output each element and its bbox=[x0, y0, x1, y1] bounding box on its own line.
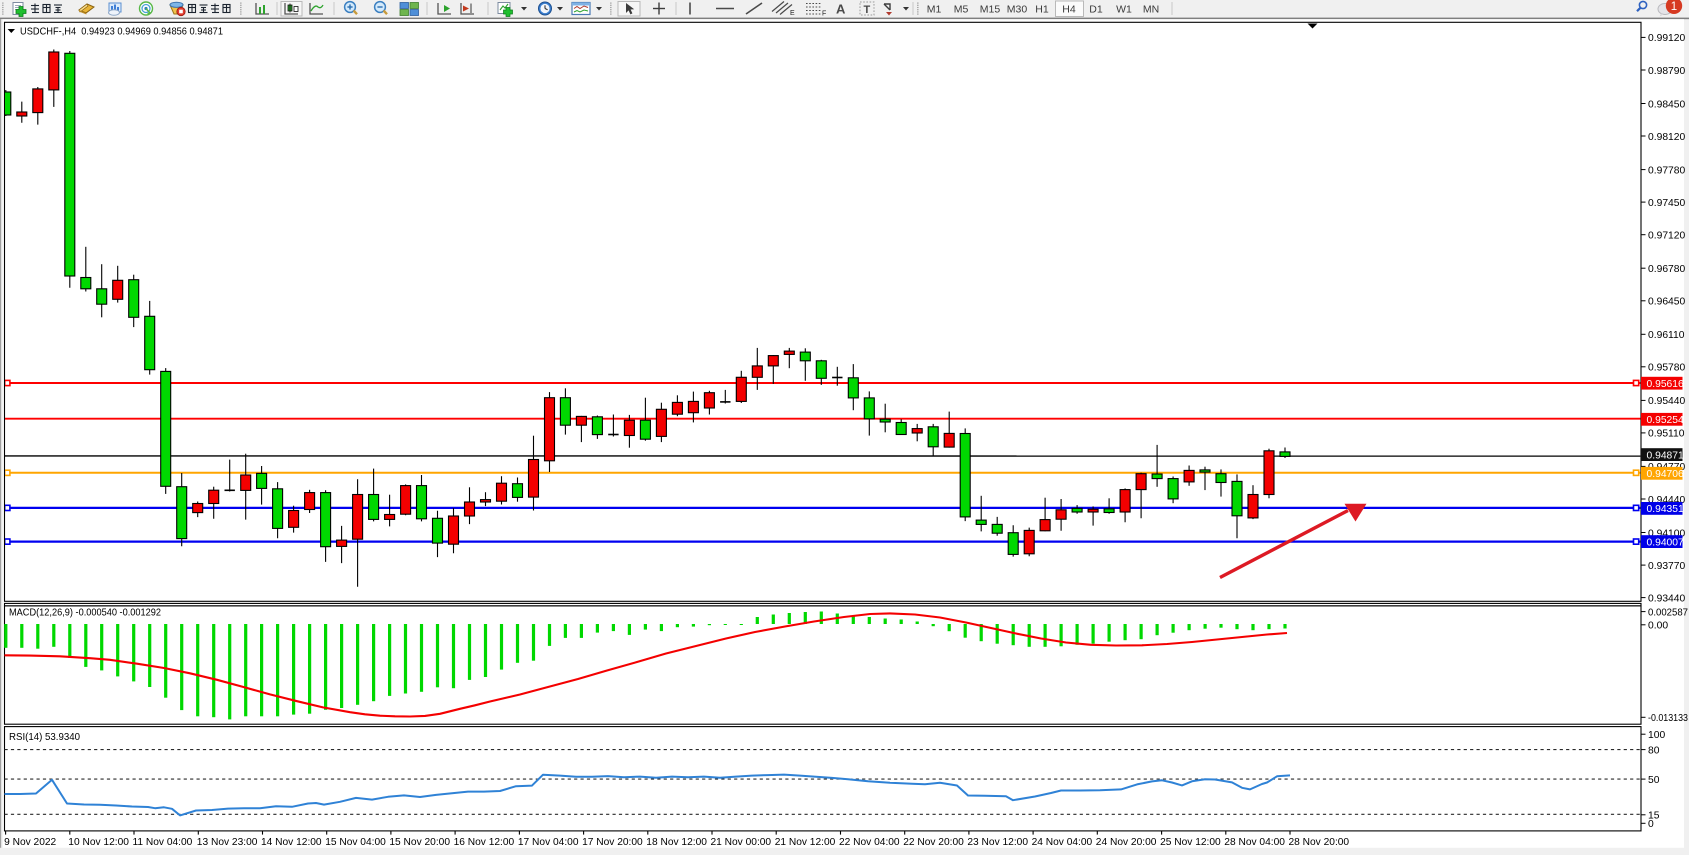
svg-text:21 Nov 00:00: 21 Nov 00:00 bbox=[711, 837, 772, 848]
svg-text:0.97780: 0.97780 bbox=[1648, 165, 1685, 176]
svg-text:0.00: 0.00 bbox=[1648, 621, 1668, 632]
svg-text:0.94007: 0.94007 bbox=[1647, 537, 1684, 548]
svg-text:0.96110: 0.96110 bbox=[1648, 330, 1685, 341]
svg-text:F: F bbox=[822, 11, 826, 18]
svg-text:9 Nov 2022: 9 Nov 2022 bbox=[4, 837, 56, 848]
svg-text:0.98120: 0.98120 bbox=[1648, 132, 1685, 143]
svg-text:MN: MN bbox=[1143, 4, 1159, 16]
svg-text:0.99120: 0.99120 bbox=[1648, 33, 1685, 44]
svg-text:0.94440: 0.94440 bbox=[1648, 495, 1685, 506]
svg-text:15 Nov 20:00: 15 Nov 20:00 bbox=[389, 837, 450, 848]
svg-text:14 Nov 12:00: 14 Nov 12:00 bbox=[261, 837, 322, 848]
svg-text:M1: M1 bbox=[927, 4, 942, 16]
svg-text:M30: M30 bbox=[1007, 4, 1028, 16]
svg-text:10 Nov 12:00: 10 Nov 12:00 bbox=[68, 837, 129, 848]
svg-text:24 Nov 20:00: 24 Nov 20:00 bbox=[1096, 837, 1157, 848]
svg-text:17 Nov 04:00: 17 Nov 04:00 bbox=[518, 837, 579, 848]
svg-text:22 Nov 20:00: 22 Nov 20:00 bbox=[903, 837, 964, 848]
svg-text:0.94871: 0.94871 bbox=[1647, 450, 1684, 461]
svg-text:0.95616: 0.95616 bbox=[1647, 379, 1684, 390]
svg-text:H1: H1 bbox=[1035, 4, 1049, 16]
svg-text:0.95254: 0.95254 bbox=[1647, 415, 1684, 426]
svg-text:28 Nov 20:00: 28 Nov 20:00 bbox=[1289, 837, 1350, 848]
svg-text:0.94351: 0.94351 bbox=[1647, 504, 1684, 515]
svg-text:0.93440: 0.93440 bbox=[1648, 593, 1685, 604]
svg-text:0.95780: 0.95780 bbox=[1648, 363, 1685, 374]
svg-text:T: T bbox=[864, 4, 871, 16]
svg-text:H4: H4 bbox=[1062, 4, 1076, 16]
svg-text:USDCHF-,H4 0.94923 0.94969 0.: USDCHF-,H4 0.94923 0.94969 0.94856 0.948… bbox=[20, 26, 223, 38]
svg-text:0.002587: 0.002587 bbox=[1648, 607, 1688, 618]
svg-text:23 Nov 12:00: 23 Nov 12:00 bbox=[967, 837, 1028, 848]
svg-text:0.97450: 0.97450 bbox=[1648, 198, 1685, 209]
svg-text:E: E bbox=[790, 10, 795, 17]
svg-text:0.94100: 0.94100 bbox=[1648, 528, 1685, 539]
svg-text:0: 0 bbox=[1648, 819, 1654, 830]
svg-text:D1: D1 bbox=[1089, 4, 1103, 16]
svg-text:0.98450: 0.98450 bbox=[1648, 99, 1685, 110]
svg-text:24 Nov 04:00: 24 Nov 04:00 bbox=[1032, 837, 1093, 848]
svg-text:1: 1 bbox=[1671, 1, 1677, 13]
svg-text:M5: M5 bbox=[954, 4, 969, 16]
svg-text:15: 15 bbox=[1648, 811, 1660, 822]
svg-text:80: 80 bbox=[1648, 745, 1660, 756]
svg-text:M15: M15 bbox=[980, 4, 1001, 16]
svg-text:18 Nov 12:00: 18 Nov 12:00 bbox=[646, 837, 707, 848]
svg-text:-0.013133: -0.013133 bbox=[1648, 713, 1688, 724]
svg-text:0.93770: 0.93770 bbox=[1648, 561, 1685, 572]
svg-text:0.95110: 0.95110 bbox=[1648, 429, 1685, 440]
svg-text:0.98790: 0.98790 bbox=[1648, 66, 1685, 77]
svg-text:0.95440: 0.95440 bbox=[1648, 396, 1685, 407]
svg-text:0.96780: 0.96780 bbox=[1648, 264, 1685, 275]
svg-text:0.94706: 0.94706 bbox=[1647, 469, 1684, 480]
svg-text:16 Nov 12:00: 16 Nov 12:00 bbox=[454, 837, 515, 848]
svg-text:RSI(14) 53.9340: RSI(14) 53.9340 bbox=[9, 732, 80, 743]
svg-text:100: 100 bbox=[1648, 730, 1665, 741]
svg-text:0.96450: 0.96450 bbox=[1648, 297, 1685, 308]
svg-text:21 Nov 12:00: 21 Nov 12:00 bbox=[775, 837, 836, 848]
svg-text:28 Nov 04:00: 28 Nov 04:00 bbox=[1224, 837, 1285, 848]
svg-text:11 Nov 04:00: 11 Nov 04:00 bbox=[133, 837, 193, 848]
svg-text:25 Nov 12:00: 25 Nov 12:00 bbox=[1160, 837, 1221, 848]
svg-text:15 Nov 04:00: 15 Nov 04:00 bbox=[325, 837, 386, 848]
svg-text:A: A bbox=[836, 2, 846, 17]
svg-text:W1: W1 bbox=[1116, 4, 1132, 16]
svg-text:22 Nov 04:00: 22 Nov 04:00 bbox=[839, 837, 900, 848]
svg-text:MACD(12,26,9) -0.000540 -0.001: MACD(12,26,9) -0.000540 -0.001292 bbox=[9, 608, 161, 619]
svg-text:13 Nov 23:00: 13 Nov 23:00 bbox=[197, 837, 258, 848]
svg-text:17 Nov 20:00: 17 Nov 20:00 bbox=[582, 837, 643, 848]
svg-text:0.97120: 0.97120 bbox=[1648, 231, 1685, 242]
svg-text:50: 50 bbox=[1648, 775, 1660, 786]
